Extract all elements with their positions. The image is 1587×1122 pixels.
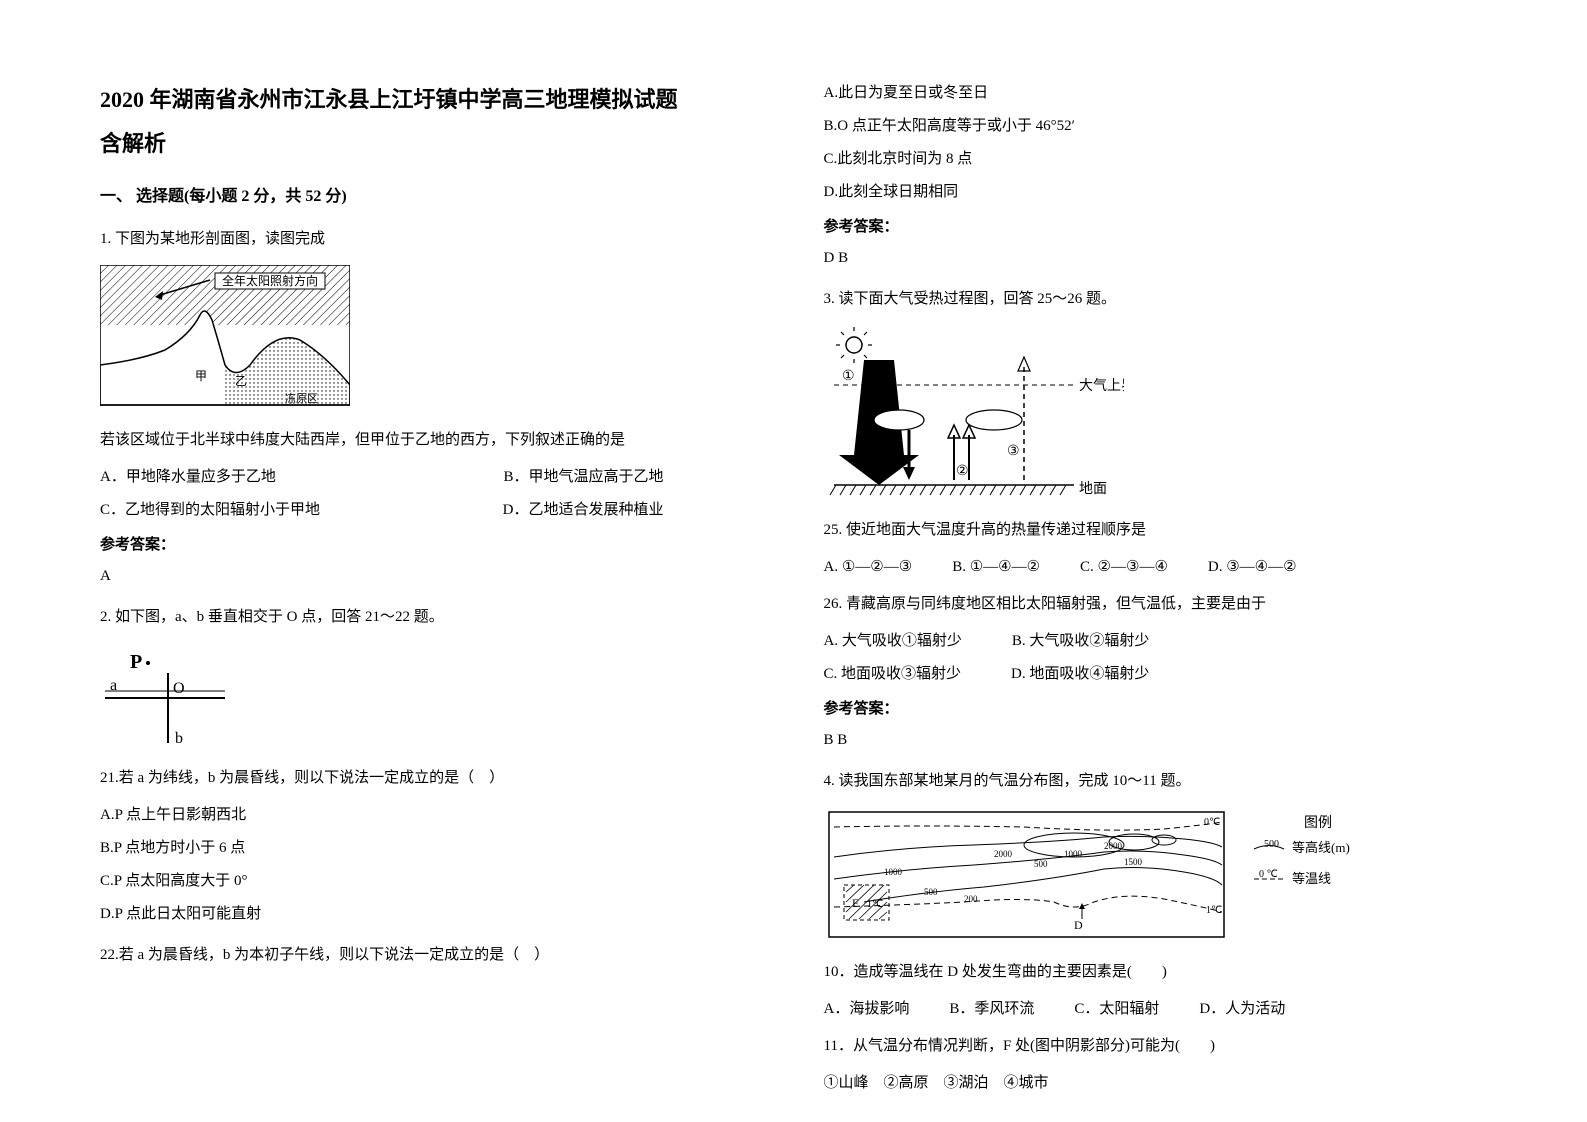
q21-d: D.P 点此日太阳可能直射 (100, 901, 764, 928)
q4-fig-500: 500 (924, 887, 938, 897)
q11-text: 11．从气温分布情况判断，F 处(图中阴影部分)可能为( ) (824, 1033, 1488, 1060)
q1-ans: A (100, 563, 764, 590)
left-column: 2020 年湖南省永州市江永县上江圩镇中学高三地理模拟试题 含解析 一、 选择题… (100, 80, 764, 1107)
q4-legend-title: 图例 (1304, 815, 1332, 831)
q4-legend-contour: 等高线(m) (1292, 840, 1350, 855)
q10-a: A．海拔影响 (824, 996, 910, 1023)
q1-opt-c: C．乙地得到的太阳辐射小于甲地 (100, 497, 320, 524)
q1-figure: 全年太阳照射方向 甲 乙 冻原区 (100, 265, 764, 415)
q1-prompt: 1. 下图为某地形剖面图，读图完成 (100, 226, 764, 253)
q2-fig-b: b (175, 730, 183, 747)
q26-c: C. 地面吸收③辐射少 (824, 661, 962, 688)
q2-figure: P a O b (100, 643, 764, 753)
doc-subtitle: 含解析 (100, 124, 764, 164)
q10-b: B．季风环流 (949, 996, 1034, 1023)
q4-fig-1500: 1500 (1124, 857, 1143, 867)
q3-fig-2: ② (956, 464, 969, 479)
q10-options: A．海拔影响 B．季风环流 C．太阳辐射 D．人为活动 (824, 996, 1488, 1023)
q1-body: 若该区域位于北半球中纬度大陆西岸，但甲位于乙地的西方，下列叙述正确的是 (100, 427, 764, 454)
q1-fig-label4: 冻原区 (285, 391, 318, 405)
q1-opt-d: D．乙地适合发展种植业 (503, 497, 764, 524)
q4-fig-d: D (1074, 918, 1083, 932)
right-column: A.此日为夏至日或冬至日 B.O 点正午太阳高度等于或小于 46°52′ C.此… (824, 80, 1488, 1107)
q1-opt-b: B．甲地气温应高于乙地 (503, 464, 763, 491)
q4-fig-1000b: 1000 (1064, 849, 1083, 859)
q3-fig-3: ③ (1007, 444, 1020, 459)
q3-fig-1: ① (842, 369, 855, 384)
q3-ans: B B (824, 727, 1488, 754)
q2-ans: D B (824, 245, 1488, 272)
q1-ans-label: 参考答案： (100, 532, 764, 559)
q26-options-row2: C. 地面吸收③辐射少 D. 地面吸收④辐射少 (824, 661, 1488, 688)
q26-text: 26. 青藏高原与同纬度地区相比太阳辐射强，但气温低，主要是由于 (824, 591, 1488, 618)
q4-prompt: 4. 读我国东部某地某月的气温分布图，完成 10～11 题。 (824, 768, 1488, 795)
page-container: 2020 年湖南省永州市江永县上江圩镇中学高三地理模拟试题 含解析 一、 选择题… (100, 80, 1487, 1107)
q1-options-row1: A．甲地降水量应多于乙地 B．甲地气温应高于乙地 (100, 464, 764, 491)
section-header: 一、 选择题(每小题 2 分，共 52 分) (100, 183, 764, 212)
q25-options: A. ①—②—③ B. ①—④—② C. ②—③—④ D. ③—④—② (824, 554, 1488, 581)
q21-b: B.P 点地方时小于 6 点 (100, 835, 764, 862)
q25-b: B. ①—④—② (952, 554, 1040, 581)
q3-fig-top: 大气上界 (1079, 378, 1124, 394)
q4-fig-2000b: 2000 (1104, 841, 1123, 851)
q1-fig-label1: 全年太阳照射方向 (222, 273, 318, 288)
q4-figure: F 1℃ D 0℃ 1℃ 1000 500 200 2000 500 1000 … (824, 807, 1488, 947)
q22-text: 22.若 a 为晨昏线，b 为本初子午线，则以下说法一定成立的是（ ） (100, 942, 764, 969)
q4-legend-isotherm: 等温线 (1292, 871, 1331, 886)
q21-a: A.P 点上午日影朝西北 (100, 802, 764, 829)
q2-prompt: 2. 如下图，a、b 垂直相交于 O 点，回答 21～22 题。 (100, 604, 764, 631)
q2-fig-a: a (110, 677, 117, 694)
q1-opt-a: A．甲地降水量应多于乙地 (100, 464, 276, 491)
q25-text: 25. 使近地面大气温度升高的热量传递过程顺序是 (824, 517, 1488, 544)
q4-fig-500b: 500 (1034, 859, 1048, 869)
q4-fig-1000: 1000 (884, 867, 903, 877)
q22-c: C.此刻北京时间为 8 点 (824, 146, 1488, 173)
q1-fig-label3: 乙 (235, 374, 247, 388)
q21-c: C.P 点太阳高度大于 0° (100, 868, 764, 895)
q22-b: B.O 点正午太阳高度等于或小于 46°52′ (824, 113, 1488, 140)
q2-fig-o: O (173, 680, 185, 697)
q3-fig-ground: 地面 (1079, 481, 1107, 497)
q26-a: A. 大气吸收①辐射少 (824, 628, 962, 655)
q1-options-row2: C．乙地得到的太阳辐射小于甲地 D．乙地适合发展种植业 (100, 497, 764, 524)
q3-ans-label: 参考答案： (824, 696, 1488, 723)
q22-a: A.此日为夏至日或冬至日 (824, 80, 1488, 107)
q25-c: C. ②—③—④ (1080, 554, 1168, 581)
q26-b: B. 大气吸收②辐射少 (1012, 628, 1150, 655)
q10-d: D．人为活动 (1199, 996, 1285, 1023)
doc-title: 2020 年湖南省永州市江永县上江圩镇中学高三地理模拟试题 (100, 80, 764, 120)
q10-text: 10．造成等温线在 D 处发生弯曲的主要因素是( ) (824, 959, 1488, 986)
q4-fig-2000a: 2000 (994, 849, 1013, 859)
q3-fig-4: ④ (886, 449, 899, 464)
q4-legend-0c: 0 ℃ (1259, 869, 1278, 880)
q26-options-row1: A. 大气吸收①辐射少 B. 大气吸收②辐射少 (824, 628, 1488, 655)
q10-c: C．太阳辐射 (1074, 996, 1159, 1023)
q2-fig-p: P (130, 651, 142, 673)
q2-ans-label: 参考答案： (824, 214, 1488, 241)
q11-opts: ①山峰 ②高原 ③湖泊 ④城市 (824, 1070, 1488, 1097)
q3-figure: 大气上界 ① ④ ② ③ (824, 325, 1488, 505)
q4-fig-1c: 1℃ (867, 899, 883, 910)
q1-fig-label2: 甲 (195, 369, 207, 383)
q21-text: 21.若 a 为纬线，b 为晨昏线，则以下说法一定成立的是（ ） (100, 765, 764, 792)
q22-d: D.此刻全球日期相同 (824, 179, 1488, 206)
q4-fig-0c: 0℃ (1204, 817, 1220, 828)
q4-fig-200: 200 (964, 894, 978, 904)
q25-d: D. ③—④—② (1208, 554, 1297, 581)
q3-prompt: 3. 读下面大气受热过程图，回答 25～26 题。 (824, 286, 1488, 313)
q25-a: A. ①—②—③ (824, 554, 913, 581)
q4-fig-1c2: 1℃ (1206, 905, 1222, 916)
q26-d: D. 地面吸收④辐射少 (1011, 661, 1149, 688)
q4-fig-f: F (852, 896, 859, 910)
q4-legend-500: 500 (1264, 839, 1279, 850)
